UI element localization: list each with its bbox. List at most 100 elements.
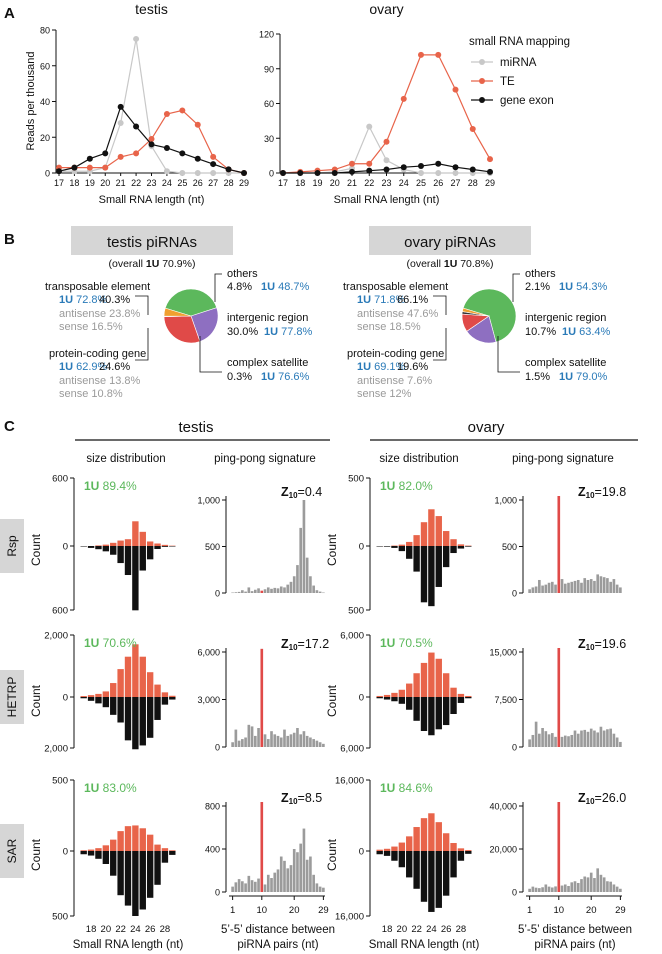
antisense-bar	[406, 851, 413, 878]
ping-pong-bar	[550, 733, 554, 747]
data-point	[383, 157, 390, 164]
ping-pong-bar	[573, 730, 577, 747]
ping-pong-bar	[276, 588, 280, 593]
ping-pong-bar	[318, 886, 322, 892]
data-point	[469, 166, 476, 173]
y-tick-label: 30	[264, 134, 274, 144]
ping-pong-bar	[299, 527, 303, 593]
pc-pct: 19.6%	[397, 361, 428, 373]
cs-label: complex satellite	[227, 357, 308, 369]
ping-pong-bar	[599, 726, 603, 747]
ping-pong-bar	[289, 734, 293, 747]
antisense-bar	[435, 851, 442, 908]
data-point	[418, 51, 424, 58]
ping-pong-bar	[250, 726, 254, 747]
y-tick-label: 600	[52, 606, 68, 617]
x-tick-label: 24	[162, 178, 172, 188]
ping-pong-bar	[231, 886, 234, 892]
ping-pong-bar	[538, 579, 541, 593]
antisense-bar	[117, 697, 124, 723]
ping-pong-bar	[250, 880, 254, 892]
ping-pong-bar	[596, 732, 600, 747]
sense-bar	[169, 850, 176, 851]
data-point	[297, 170, 304, 176]
ping-pong-bar	[547, 886, 551, 892]
y-tick-label: 6,000	[197, 648, 220, 658]
ping-pong-bar	[302, 500, 306, 593]
ping-pong-bar	[567, 736, 570, 747]
antisense-bar	[383, 546, 391, 547]
ping-pong-bar	[589, 872, 593, 892]
ping-pong-bar	[560, 885, 564, 892]
sense-bar	[95, 848, 102, 851]
antisense-bar	[146, 546, 154, 560]
y-tick-label: 7,500	[494, 695, 517, 705]
x-tick-label: 19	[85, 178, 95, 188]
data-point	[179, 107, 186, 114]
z10-score: Z10=26.0	[578, 791, 626, 806]
column-header: size distribution	[379, 453, 458, 465]
y-tick-label: 0	[359, 542, 364, 553]
ping-pong-bar	[253, 589, 257, 593]
ping-pong-bar	[266, 739, 270, 747]
data-point	[314, 170, 321, 176]
sense-bar	[406, 541, 413, 546]
z10-score: Z10=17.2	[281, 637, 329, 652]
ping-pong-bar	[599, 874, 603, 892]
ping-pong-bar	[609, 581, 612, 593]
pie-title: testis piRNAs	[107, 234, 197, 251]
antisense-bar	[450, 697, 457, 714]
ping-pong-bar	[593, 580, 596, 593]
sense-bar	[161, 848, 169, 851]
ping-pong-bar	[586, 877, 590, 892]
data-point	[179, 150, 186, 157]
ping-pong-bar	[279, 586, 283, 593]
antisense-bar	[132, 851, 139, 916]
x-tick-label: 25	[416, 178, 426, 188]
x-tick-label: 20	[289, 905, 300, 916]
sense-bar	[428, 813, 435, 851]
data-point	[366, 167, 373, 174]
pc-1u: 1U 69.1%	[357, 361, 406, 373]
ping-pong-bar	[309, 856, 312, 892]
ping-pong-bar	[273, 734, 277, 747]
ping-pong-bar	[286, 584, 290, 593]
overall-1u: (overall 1U 70.9%)	[109, 258, 196, 270]
ping-pong-bar	[315, 883, 319, 892]
y-tick-label: 6,000	[340, 631, 364, 642]
sense-bar	[124, 539, 132, 546]
ping-pong-bar	[606, 729, 609, 747]
antisense-bar	[87, 851, 95, 856]
sense-bar	[450, 539, 457, 546]
data-point	[452, 170, 459, 176]
ping-pong-bar	[276, 735, 280, 747]
sense-bar	[161, 692, 169, 697]
y-tick-label: 500	[348, 474, 364, 485]
sense-bar	[465, 850, 472, 851]
panel-label-b: B	[4, 231, 15, 248]
antisense-bar	[132, 697, 139, 750]
ping-pong-bar	[580, 879, 583, 892]
data-point	[179, 170, 186, 176]
antisense-bar	[102, 697, 110, 708]
leader-line	[512, 273, 520, 302]
ping-pong-bar	[615, 886, 619, 892]
ping-pong-bar	[292, 576, 296, 593]
legend-item: miRNA	[500, 57, 537, 69]
pc-label: protein-coding gene	[49, 348, 146, 360]
title-box	[71, 226, 233, 255]
data-point	[418, 163, 424, 170]
ping-pong-bar	[609, 728, 612, 747]
antisense-bar	[413, 546, 420, 572]
antisense-bar	[442, 546, 450, 568]
x-tick-label: 28	[224, 178, 234, 188]
ping-pong-bar	[283, 729, 286, 747]
others-label: others	[525, 268, 556, 280]
ping-pong-bar	[570, 882, 574, 892]
te-label: transposable element	[45, 281, 150, 293]
antisense-bar	[442, 851, 450, 896]
panel-label-a: A	[4, 5, 15, 22]
sense-bar	[442, 673, 450, 697]
ping-pong-bar	[541, 585, 544, 593]
ping-pong-bar	[541, 728, 544, 747]
